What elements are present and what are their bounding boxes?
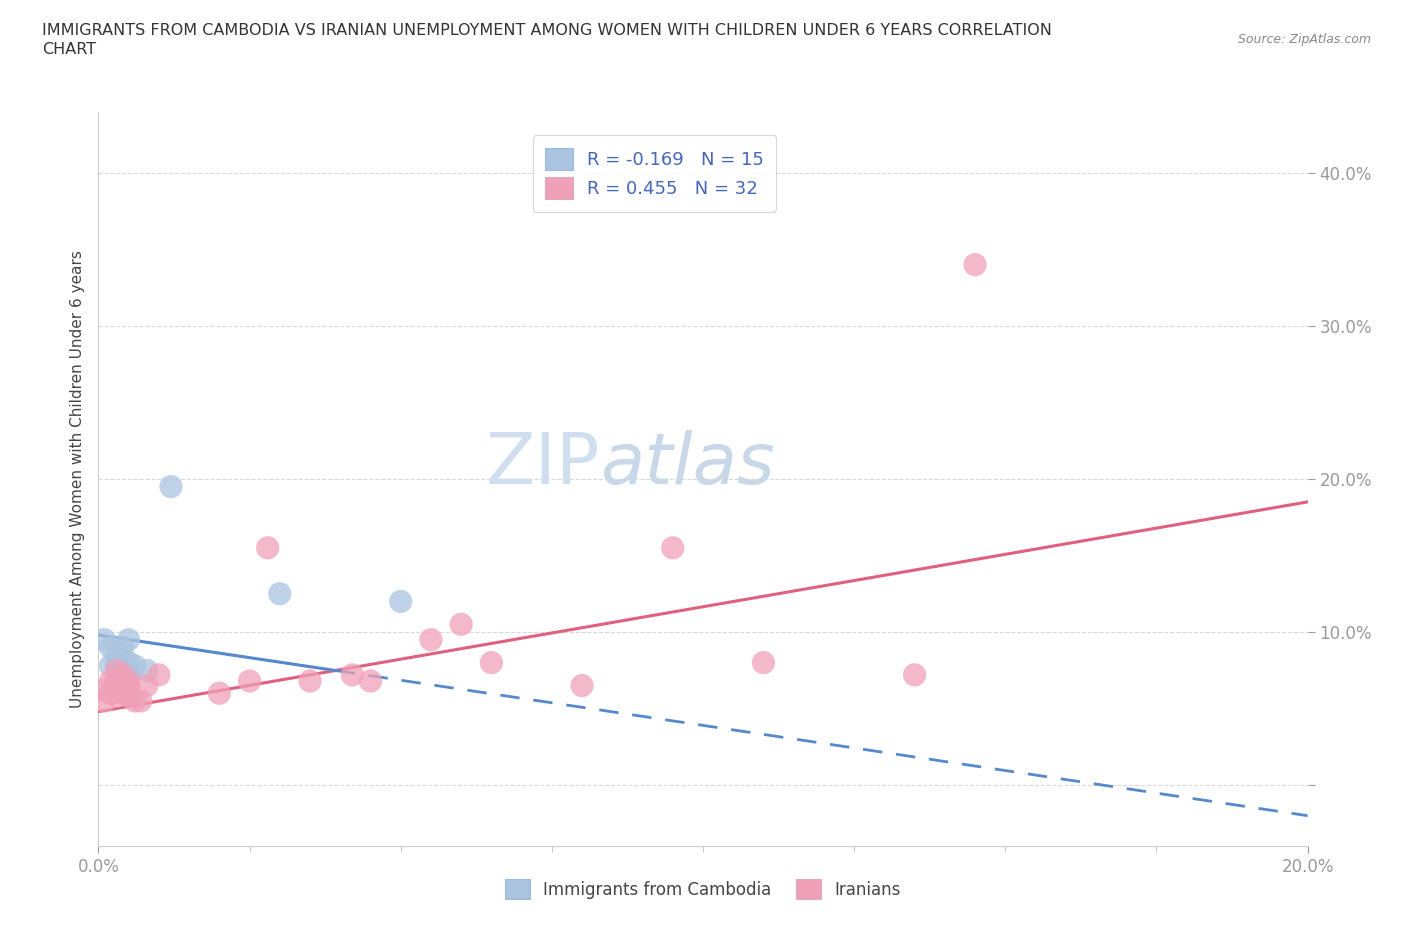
Point: [111, 640, 134, 655]
Point: [105, 647, 128, 662]
Legend: Immigrants from Cambodia, Iranians: Immigrants from Cambodia, Iranians: [496, 870, 910, 908]
Point: [571, 678, 593, 693]
Text: ZIP: ZIP: [485, 430, 600, 498]
Text: Source: ZipAtlas.com: Source: ZipAtlas.com: [1237, 33, 1371, 46]
Point: [342, 668, 364, 683]
Point: [360, 673, 382, 688]
Y-axis label: Unemployment Among Women with Children Under 6 years: Unemployment Among Women with Children U…: [69, 250, 84, 708]
Point: [124, 694, 146, 709]
Point: [904, 668, 927, 683]
Point: [420, 632, 443, 647]
Point: [118, 673, 141, 688]
Point: [118, 689, 141, 704]
Point: [135, 663, 157, 678]
Point: [256, 540, 278, 555]
Point: [100, 658, 122, 673]
Point: [299, 673, 322, 688]
Point: [105, 663, 128, 678]
Point: [208, 685, 231, 700]
Point: [118, 655, 141, 670]
Point: [105, 689, 128, 704]
Point: [239, 673, 262, 688]
Point: [111, 668, 134, 683]
Point: [100, 640, 122, 655]
Legend: R = -0.169   N = 15, R = 0.455   N = 32: R = -0.169 N = 15, R = 0.455 N = 32: [533, 136, 776, 212]
Point: [450, 617, 472, 631]
Point: [118, 668, 141, 683]
Point: [118, 678, 141, 693]
Point: [118, 632, 141, 647]
Point: [752, 655, 775, 670]
Point: [111, 685, 134, 700]
Point: [661, 540, 683, 555]
Text: atlas: atlas: [600, 430, 775, 498]
Point: [965, 258, 987, 272]
Point: [118, 685, 141, 700]
Point: [111, 678, 134, 693]
Point: [269, 586, 291, 601]
Text: IMMIGRANTS FROM CAMBODIA VS IRANIAN UNEMPLOYMENT AMONG WOMEN WITH CHILDREN UNDER: IMMIGRANTS FROM CAMBODIA VS IRANIAN UNEM…: [42, 23, 1052, 38]
Point: [389, 594, 412, 609]
Point: [129, 694, 152, 709]
Text: CHART: CHART: [42, 42, 96, 57]
Point: [93, 683, 115, 698]
Point: [105, 658, 128, 673]
Point: [93, 632, 115, 647]
Point: [111, 663, 134, 678]
Point: [135, 678, 157, 693]
Point: [100, 685, 122, 700]
Point: [93, 694, 115, 709]
Point: [148, 668, 170, 683]
Point: [100, 673, 122, 688]
Point: [124, 658, 146, 673]
Point: [160, 479, 183, 494]
Point: [105, 673, 128, 688]
Point: [481, 655, 503, 670]
